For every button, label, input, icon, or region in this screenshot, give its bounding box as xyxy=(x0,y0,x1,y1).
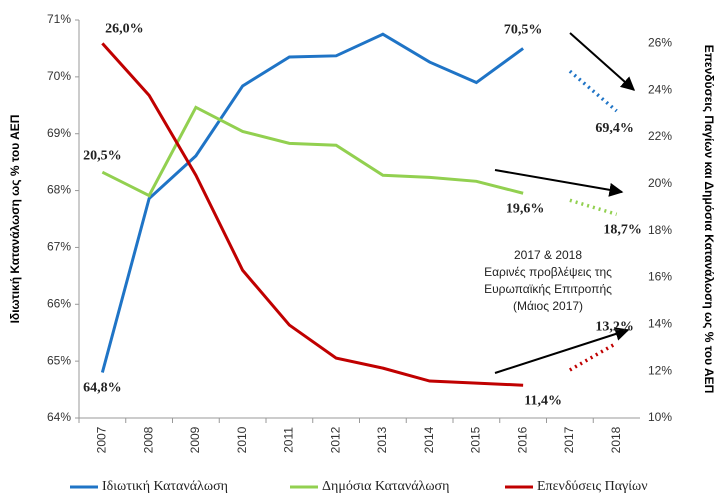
data-label: 69,4% xyxy=(595,121,634,136)
x-tick-label: 2013 xyxy=(375,426,389,453)
legend-label: Δημόσια Κατανάλωση xyxy=(322,479,449,494)
y2-tick-label: 22% xyxy=(648,129,672,143)
data-label: 20,5% xyxy=(83,148,122,163)
arrow xyxy=(569,32,636,91)
y2-tick-label: 16% xyxy=(648,270,672,284)
x-tick-label: 2009 xyxy=(188,426,202,453)
y2-tick-label: 26% xyxy=(648,36,672,50)
y2-tick-label: 10% xyxy=(648,410,672,424)
legend-label: Ιδιωτική Κατανάλωση xyxy=(102,479,228,494)
x-tick-label: 2018 xyxy=(609,426,623,453)
annotation-line: Ευρωπαϊκής Επιτροπής xyxy=(484,282,612,296)
x-tick-label: 2010 xyxy=(235,426,249,453)
y2-tick-label: 24% xyxy=(648,82,672,96)
x-tick-label: 2008 xyxy=(141,426,155,453)
y-tick-label: 69% xyxy=(47,126,71,140)
y-tick-label: 70% xyxy=(47,69,71,83)
y-tick-label: 68% xyxy=(47,183,71,197)
x-tick-label: 2012 xyxy=(328,426,342,453)
data-label: 13,2% xyxy=(595,319,634,334)
y2-tick-label: 18% xyxy=(648,223,672,237)
y-tick-label: 67% xyxy=(47,240,71,254)
y2-axis-label: Επενδύσεις Παγίων και Δημόσια Κατανάλωση… xyxy=(702,45,716,394)
data-label: 18,7% xyxy=(603,223,642,238)
series-line xyxy=(568,69,618,113)
data-label: 64,8% xyxy=(83,381,122,396)
annotation: 2017 & 2018 Εαρινές προβλέψεις της Ευρωπ… xyxy=(484,248,612,313)
annotation-line: Εαρινές προβλέψεις της xyxy=(484,265,612,279)
legend-label: Επενδύσεις Παγίων xyxy=(537,479,648,494)
arrow xyxy=(494,169,624,197)
x-tick-label: 2017 xyxy=(562,426,576,453)
y2-tick-label: 12% xyxy=(648,363,672,377)
series-line xyxy=(569,198,618,216)
data-label: 70,5% xyxy=(504,23,543,38)
x-tick-label: 2011 xyxy=(282,427,296,453)
y-axis-label: Ιδιωτική Κατανάλωση ως % του ΑΕΠ xyxy=(8,115,22,324)
y-tick-label: 66% xyxy=(47,296,71,310)
x-tick-label: 2014 xyxy=(422,426,436,453)
annotation-line: (Μάιος 2017) xyxy=(513,299,583,313)
y2-tick-label: 14% xyxy=(648,317,672,331)
data-label: 19,6% xyxy=(506,201,545,216)
series-line xyxy=(100,32,525,373)
data-label: 26,0% xyxy=(105,22,144,37)
annotation-line: 2017 & 2018 xyxy=(514,248,582,262)
y2-tick-label: 20% xyxy=(648,176,672,190)
x-tick-label: 2007 xyxy=(95,426,109,453)
y-tick-label: 64% xyxy=(47,410,71,424)
series-line xyxy=(101,105,524,198)
y-tick-label: 71% xyxy=(47,12,71,26)
x-tick-label: 2015 xyxy=(469,426,483,453)
x-tick-label: 2016 xyxy=(515,426,529,453)
data-label: 11,4% xyxy=(524,393,562,408)
y-tick-label: 65% xyxy=(47,353,71,367)
series-line xyxy=(101,42,524,387)
arrow xyxy=(494,327,630,374)
